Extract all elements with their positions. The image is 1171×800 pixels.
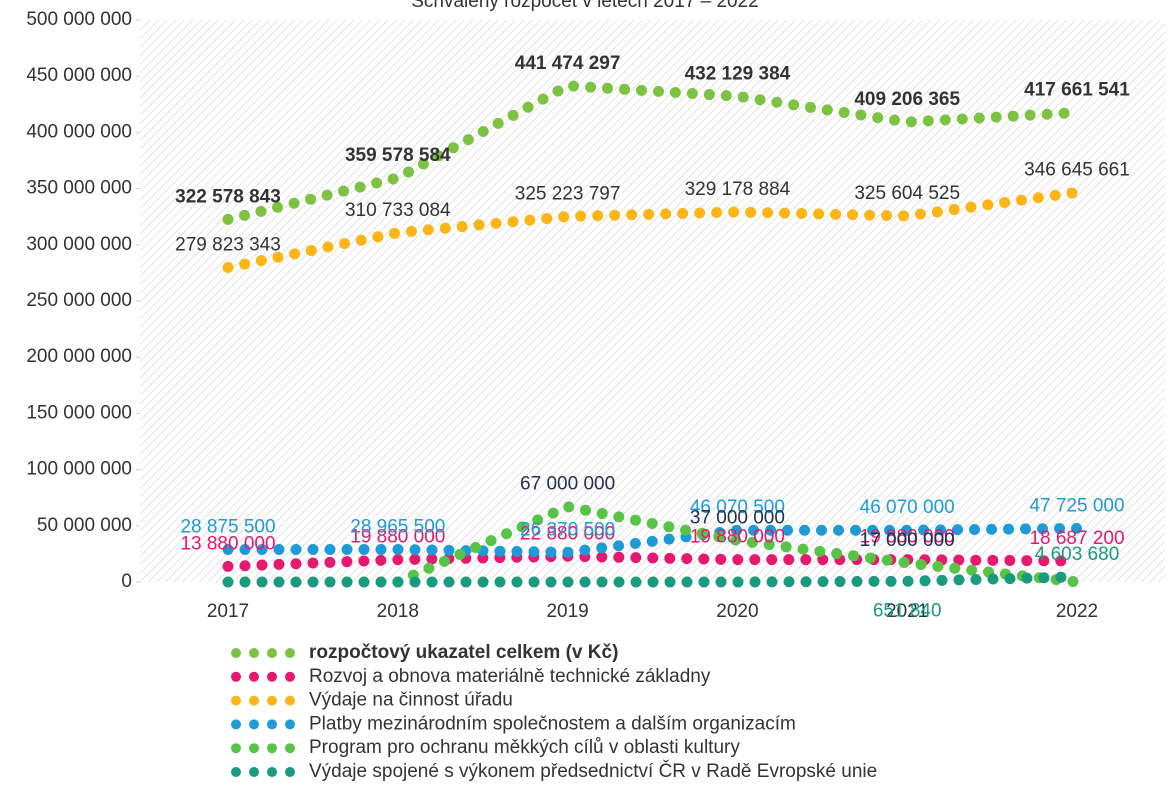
- data-label: 409 206 365: [854, 89, 960, 110]
- data-label: 4 603 680: [1035, 544, 1120, 565]
- legend-marker: [249, 671, 259, 682]
- legend-marker: [267, 719, 277, 730]
- data-label: 13 880 000: [180, 533, 275, 554]
- legend-marker: [231, 648, 241, 658]
- legend-marker: [231, 767, 241, 777]
- data-label: 441 474 297: [515, 53, 621, 74]
- y-tick-label: 200 000 000: [26, 346, 132, 367]
- x-tick-label: 2019: [546, 601, 588, 622]
- legend-marker: [267, 648, 277, 658]
- legend-marker: [231, 671, 241, 682]
- y-tick-label: 250 000 000: [26, 290, 132, 311]
- legend-marker: [285, 671, 295, 682]
- legend-marker: [285, 719, 295, 730]
- legend-label: Výdaje na činnost úřadu: [309, 690, 513, 711]
- y-tick-label: 500 000 000: [26, 9, 132, 30]
- data-label: 346 645 661: [1024, 159, 1130, 180]
- data-label: 310 733 084: [345, 200, 451, 221]
- x-tick-label: 2020: [716, 601, 758, 622]
- y-tick-label: 0: [121, 571, 132, 592]
- legend-marker: [267, 671, 277, 682]
- data-label: 46 070 500: [690, 497, 785, 518]
- data-label: 28 965 500: [350, 516, 445, 537]
- y-tick-label: 300 000 000: [26, 234, 132, 255]
- data-label: 322 578 843: [175, 186, 281, 207]
- legend-label: Platby mezinárodním společnostem a další…: [309, 713, 796, 734]
- legend-marker: [231, 743, 241, 754]
- y-tick-label: 50 000 000: [37, 515, 132, 536]
- data-label: 329 178 884: [685, 179, 791, 200]
- legend-marker: [249, 719, 259, 730]
- x-tick-label: 2018: [377, 601, 419, 622]
- y-tick-label: 350 000 000: [26, 178, 132, 199]
- data-label: 37 000 000: [690, 507, 785, 528]
- series-line: [392, 500, 1083, 588]
- legend-label: Výdaje spojené s výkonem předsednictví Č…: [309, 760, 877, 782]
- data-label: 26 370 500: [520, 519, 615, 540]
- data-label: 417 661 541: [1024, 80, 1130, 101]
- series-line: [222, 522, 1083, 558]
- legend-marker: [249, 743, 259, 754]
- legend-label: rozpočtový ukazatel celkem (v Kč): [309, 642, 618, 663]
- data-label: 17 000 000: [860, 530, 955, 551]
- legend-marker: [267, 767, 277, 777]
- y-tick-label: 400 000 000: [26, 121, 132, 142]
- legend-marker: [231, 719, 241, 730]
- legend-marker: [231, 695, 241, 706]
- legend-label: Program pro ochranu měkkých cílů v oblas…: [309, 737, 740, 758]
- data-label: 19 880 000: [350, 527, 445, 548]
- legend-marker: [285, 648, 295, 658]
- data-label: 279 823 343: [175, 234, 281, 255]
- legend-marker: [249, 648, 259, 658]
- legend-marker: [285, 767, 295, 777]
- legend-marker: [267, 743, 277, 754]
- series-line: [222, 550, 1083, 572]
- x-tick-label: 2021: [886, 601, 928, 622]
- data-label: 359 578 584: [345, 145, 451, 166]
- legend-marker: [249, 695, 259, 706]
- y-tick-label: 450 000 000: [26, 65, 132, 86]
- data-label: 18 687 200: [1029, 528, 1124, 549]
- data-label: 22 880 000: [520, 523, 615, 544]
- data-label: 19 880 000: [690, 527, 785, 548]
- y-tick-label: 150 000 000: [26, 402, 132, 423]
- legend-marker: [249, 767, 259, 777]
- legend-marker: [267, 695, 277, 706]
- series-line: [222, 571, 1083, 588]
- series-line: [222, 186, 1083, 273]
- legend-marker: [285, 743, 295, 754]
- chart-title: Schválený rozpočet v letech 2017 – 2022: [411, 0, 759, 12]
- data-label: 325 223 797: [515, 183, 621, 204]
- data-label: 67 000 000: [520, 474, 615, 495]
- data-label: 325 604 525: [854, 183, 960, 204]
- legend-label: Rozvoj a obnova materiálně technické zák…: [309, 666, 711, 687]
- plot-area: [140, 20, 1165, 582]
- x-tick-label: 2017: [207, 601, 249, 622]
- x-tick-label: 2022: [1056, 601, 1098, 622]
- y-tick-label: 100 000 000: [26, 459, 132, 480]
- data-label: 47 725 000: [1029, 495, 1124, 516]
- data-label: 432 129 384: [685, 63, 791, 84]
- data-label: 28 875 500: [180, 517, 275, 538]
- data-label: 46 070 000: [860, 497, 955, 518]
- legend-marker: [285, 695, 295, 706]
- data-label: 651 840: [873, 600, 942, 621]
- data-label: 19 880 000: [860, 527, 955, 548]
